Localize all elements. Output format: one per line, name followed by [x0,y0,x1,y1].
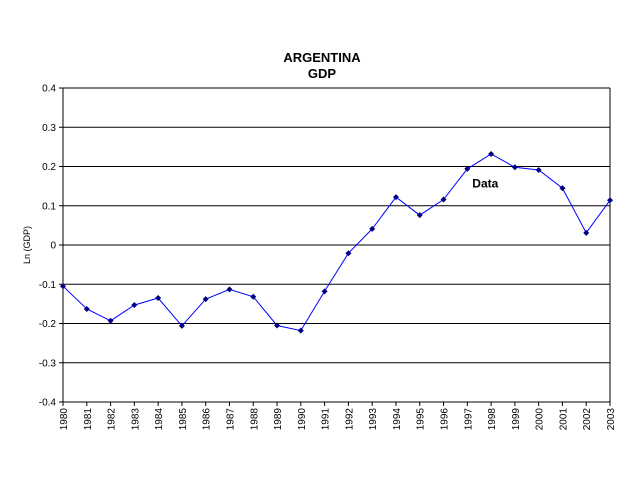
data-point [83,305,90,312]
y-tick-label: 0.2 [42,162,56,173]
data-point [274,322,281,329]
y-tick-label: -0.1 [39,280,57,291]
y-axis-label: Ln (GDP) [22,226,32,264]
y-tick-label: 0 [50,241,56,252]
x-tick-label: 1988 [249,408,260,431]
data-point [392,194,399,201]
x-tick-label: 2002 [582,408,593,431]
y-tick-label: 0.1 [42,201,56,212]
y-tick-label: 0.3 [42,123,56,134]
x-tick-label: 1991 [321,408,332,431]
y-tick-label: -0.2 [39,319,57,330]
data-point [511,164,518,171]
data-point [345,250,352,257]
x-tick-label: 1997 [463,408,474,431]
y-tick-label: -0.3 [39,358,57,369]
y-tick-label: -0.4 [39,398,57,409]
data-point [250,293,257,300]
axes [59,87,611,406]
x-tick-label: 2001 [558,408,569,431]
x-tick-labels: 1980 1981 1982 1983 1984 1985 1986 1987 1988 1989… [59,408,617,431]
y-tick-label: 0.4 [42,84,56,95]
x-tick-label: 1986 [202,408,213,431]
annotations: Data [472,176,498,190]
data-point [464,165,471,172]
data-point [202,296,209,303]
x-tick-label: 1989 [273,408,284,431]
x-tick-label: 1993 [368,408,379,431]
annotation-label: Data [472,176,498,190]
data-point [369,225,376,232]
data-point [559,185,566,192]
data-point [131,302,138,309]
x-tick-label: 2000 [535,408,546,431]
x-tick-label: 1996 [440,408,451,431]
data-point [440,196,447,203]
data-point [155,294,162,301]
x-tick-label: 1999 [511,408,522,431]
chart-subtitle: GDP [308,66,337,81]
data-point [297,327,304,334]
x-tick-label: 1982 [107,408,118,431]
data-point [583,229,590,236]
data-point [178,322,185,329]
x-tick-label: 1984 [154,408,165,431]
data-point [60,283,66,290]
data-point [226,286,233,293]
y-tick-labels: 0.4 0.3 0.2 0.1 0 -0.1 -0.2 -0.3 -0.4 [39,84,57,409]
data-point [488,150,495,157]
x-tick-label: 1995 [416,408,427,431]
x-tick-label: 1980 [59,408,70,431]
x-tick-label: 2003 [606,408,617,431]
chart-title: ARGENTINA [283,50,361,65]
data-point [535,167,542,174]
x-tick-label: 1990 [297,408,308,431]
x-tick-label: 1985 [178,408,189,431]
x-tick-label: 1998 [487,408,498,431]
series-line [62,153,611,332]
data-point [607,197,613,204]
x-tick-label: 1987 [225,408,236,431]
gridlines [63,87,610,403]
data-point [321,288,328,295]
x-tick-label: 1983 [130,408,141,431]
data-point [416,212,423,219]
series-data [60,150,613,334]
x-tick-label: 1981 [83,408,94,431]
x-tick-label: 1994 [392,408,403,431]
data-point [107,317,114,324]
x-tick-label: 1992 [344,408,355,431]
